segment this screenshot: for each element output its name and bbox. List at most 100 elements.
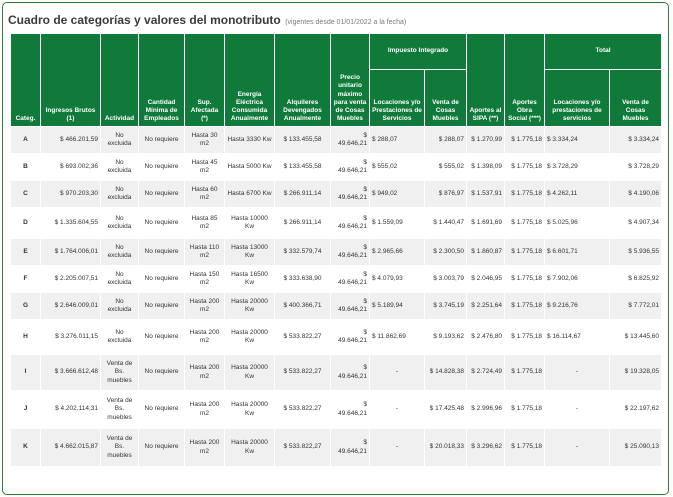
cell-imp-servicios: $ 555,02 bbox=[369, 153, 425, 181]
cell-superficie: Hasta 200 m2 bbox=[184, 292, 225, 320]
cell-categ: K bbox=[10, 428, 41, 467]
cell-sipa: $ 1.860,87 bbox=[466, 238, 505, 266]
cell-ingresos: $ 2.205.007,51 bbox=[40, 265, 101, 293]
cell-alquileres: $ 400.366,71 bbox=[274, 292, 331, 320]
cell-sipa: $ 2.476,80 bbox=[466, 319, 505, 355]
cell-ingresos: $ 2.646.009,01 bbox=[40, 292, 101, 320]
cell-ingresos: $ 1.335.604,55 bbox=[40, 207, 101, 239]
cell-superficie: Hasta 110 m2 bbox=[184, 238, 225, 266]
cell-categ: H bbox=[10, 319, 41, 355]
cell-empleados: No requiere bbox=[138, 292, 185, 320]
cell-alquileres: $ 266.911,14 bbox=[274, 207, 331, 239]
header-empleados: Cantidad Mínima de Empleados bbox=[138, 33, 185, 127]
cell-actividad: No excluida bbox=[100, 319, 139, 355]
cell-energia: Hasta 10000 Kw bbox=[224, 207, 275, 239]
cell-imp-servicios: $ 949,02 bbox=[369, 180, 425, 208]
cell-sipa: $ 2.251,64 bbox=[466, 292, 505, 320]
cell-empleados: No requiere bbox=[138, 265, 185, 293]
cell-imp-servicios: - bbox=[369, 428, 425, 467]
cell-ingresos: $ 970.203,30 bbox=[40, 180, 101, 208]
table-title: Cuadro de categorías y valores del monot… bbox=[8, 13, 281, 27]
cell-energia: Hasta 20000 Kw bbox=[224, 390, 275, 429]
cell-alquileres: $ 332.579,74 bbox=[274, 238, 331, 266]
cell-imp-muebles: $ 3.745,19 bbox=[424, 292, 467, 320]
cell-actividad: No excluida bbox=[100, 153, 139, 181]
cell-superficie: Hasta 60 m2 bbox=[184, 180, 225, 208]
table-row: E $ 1.764.006,01 No excluida No requiere Has… bbox=[10, 238, 663, 266]
cell-energia: Hasta 13000 Kw bbox=[224, 238, 275, 266]
cell-imp-servicios: $ 4.079,93 bbox=[369, 265, 425, 293]
cell-empleados: No requiere bbox=[138, 238, 185, 266]
cell-obra-social: $ 1.775,18 bbox=[504, 265, 545, 293]
cell-precio: $ 49.646,21 bbox=[330, 319, 370, 355]
cell-imp-servicios: $ 1.559,09 bbox=[369, 207, 425, 239]
cell-tot-muebles: $ 3.728,29 bbox=[608, 153, 663, 181]
cell-precio: $ 49.646,21 bbox=[330, 428, 370, 467]
cell-obra-social: $ 1.775,18 bbox=[504, 319, 545, 355]
table-subtitle: (vigentes desde 01/01/2022 a la fecha) bbox=[285, 19, 407, 26]
cell-energia: Hasta 20000 Kw bbox=[224, 319, 275, 355]
cell-actividad: No excluida bbox=[100, 265, 139, 293]
cell-tot-servicios: - bbox=[544, 428, 610, 467]
cell-empleados: No requiere bbox=[138, 153, 185, 181]
cell-empleados: No requiere bbox=[138, 390, 185, 429]
header-alquileres: Alquileres Devengados Anualmente bbox=[274, 33, 331, 127]
table-row: I $ 3.666.612,48 Venta de Bs. muebles No re… bbox=[10, 354, 663, 391]
cell-ingresos: $ 4.662.015,87 bbox=[40, 428, 101, 467]
header-total: Total bbox=[543, 33, 663, 70]
categories-table: Categ. Ingresos Brutos (1) Actividad Can… bbox=[10, 33, 663, 467]
cell-actividad: Venta de Bs. muebles bbox=[100, 390, 139, 429]
cell-actividad: No excluida bbox=[100, 126, 139, 154]
cell-empleados: No requiere bbox=[138, 354, 185, 391]
cell-actividad: No excluida bbox=[100, 292, 139, 320]
cell-precio: $ 49.646,21 bbox=[330, 180, 370, 208]
cell-imp-servicios: $ 5.189,94 bbox=[369, 292, 425, 320]
cell-energia: Hasta 6700 Kw bbox=[224, 180, 275, 208]
header-precio: Precio unitario máximo para venta de Cos… bbox=[330, 33, 370, 127]
header-actividad: Actividad bbox=[100, 33, 139, 127]
header-obra-social: Aportes Obra Social (***) bbox=[504, 33, 545, 127]
cell-categ: I bbox=[10, 354, 41, 391]
cell-alquileres: $ 533.822,27 bbox=[274, 354, 331, 391]
cell-precio: $ 49.646,21 bbox=[330, 126, 370, 154]
cell-ingresos: $ 693.002,36 bbox=[40, 153, 101, 181]
cell-sipa: $ 2.996,96 bbox=[466, 390, 505, 429]
cell-tot-muebles: $ 5.936,55 bbox=[608, 238, 663, 266]
header-categ: Categ. bbox=[10, 33, 41, 127]
cell-superficie: Hasta 200 m2 bbox=[184, 354, 225, 391]
cell-precio: $ 49.646,21 bbox=[330, 153, 370, 181]
cell-tot-servicios: $ 16.114,67 bbox=[544, 319, 610, 355]
cell-alquileres: $ 266.911,14 bbox=[274, 180, 331, 208]
cell-imp-muebles: $ 2.300,50 bbox=[424, 238, 467, 266]
cell-categ: C bbox=[10, 180, 41, 208]
cell-imp-servicios: $ 2.965,66 bbox=[369, 238, 425, 266]
cell-imp-muebles: $ 288,07 bbox=[424, 126, 467, 154]
cell-precio: $ 49.646,21 bbox=[330, 292, 370, 320]
cell-categ: A bbox=[10, 126, 41, 154]
cell-obra-social: $ 1.775,18 bbox=[504, 180, 545, 208]
cell-tot-servicios: $ 5.025,96 bbox=[544, 207, 610, 239]
cell-categ: F bbox=[10, 265, 41, 293]
cell-precio: $ 49.646,21 bbox=[330, 207, 370, 239]
cell-alquileres: $ 533.822,27 bbox=[274, 319, 331, 355]
cell-ingresos: $ 1.764.006,01 bbox=[40, 238, 101, 266]
cell-energia: Hasta 16500 Kw bbox=[224, 265, 275, 293]
cell-imp-muebles: $ 20.018,33 bbox=[424, 428, 467, 467]
cell-energia: Hasta 20000 Kw bbox=[224, 292, 275, 320]
cell-superficie: Hasta 200 m2 bbox=[184, 428, 225, 467]
table-row: B $ 693.002,36 No excluida No requiere Hasta… bbox=[10, 153, 663, 181]
cell-tot-muebles: $ 13.445,60 bbox=[608, 319, 663, 355]
cell-tot-muebles: $ 19.328,05 bbox=[608, 354, 663, 391]
cell-superficie: Hasta 200 m2 bbox=[184, 319, 225, 355]
header-ingresos: Ingresos Brutos (1) bbox=[40, 33, 101, 127]
cell-tot-muebles: $ 4.190,06 bbox=[608, 180, 663, 208]
cell-obra-social: $ 1.775,18 bbox=[504, 153, 545, 181]
cell-imp-muebles: $ 3.003,79 bbox=[424, 265, 467, 293]
cell-ingresos: $ 3.666.612,48 bbox=[40, 354, 101, 391]
cell-obra-social: $ 1.775,18 bbox=[504, 354, 545, 391]
cell-actividad: No excluida bbox=[100, 238, 139, 266]
header-impuesto-integrado: Impuesto Integrado bbox=[369, 33, 467, 70]
cell-precio: $ 49.646,21 bbox=[330, 354, 370, 391]
cell-superficie: Hasta 30 m2 bbox=[184, 126, 225, 154]
cell-superficie: Hasta 45 m2 bbox=[184, 153, 225, 181]
